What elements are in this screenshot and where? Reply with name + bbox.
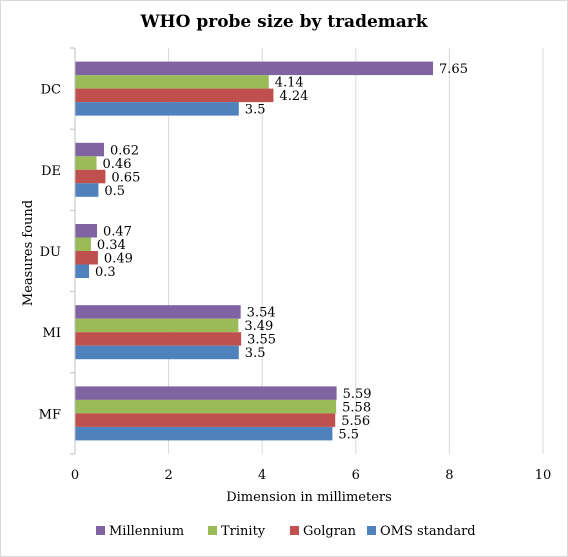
bar-mi-trinity — [75, 318, 239, 333]
x-tick-label-0: 0 — [71, 468, 79, 483]
legend-swatch-trinity — [208, 526, 217, 535]
bar-dc-trinity — [75, 75, 269, 89]
x-tick-label-3: 6 — [352, 468, 360, 483]
legend-label-millennium: Millennium — [109, 524, 184, 539]
bar-du-golgran — [75, 251, 98, 265]
y-axis-title: Measures found — [21, 200, 36, 306]
data-label-mf-millennium: 5.59 — [343, 387, 372, 402]
x-tick-label-1: 2 — [164, 468, 172, 483]
bar-dc-millennium — [75, 61, 434, 76]
legend: Millennium Trinity Golgran OMS standard — [96, 524, 476, 539]
legend-swatch-golgran — [290, 526, 299, 535]
bar-dc-golgran — [75, 88, 274, 103]
bar-mi-oms-standard — [75, 345, 239, 360]
category-label-de: DE — [41, 164, 61, 179]
data-label-du-trinity: 0.34 — [97, 238, 126, 253]
data-label-du-oms-standard: 0.3 — [95, 265, 116, 280]
bar-mi-golgran — [75, 332, 242, 346]
data-labels: 7.654.144.243.50.620.460.650.50.470.340.… — [95, 62, 468, 442]
bar-du-oms-standard — [75, 264, 90, 278]
bar-dc-oms-standard — [75, 102, 239, 116]
data-label-dc-oms-standard: 3.5 — [245, 103, 266, 118]
data-label-mi-trinity: 3.49 — [244, 319, 273, 334]
bar-mi-millennium — [75, 305, 241, 319]
data-label-mf-golgran: 5.56 — [341, 414, 370, 429]
bar-de-millennium — [75, 142, 105, 157]
data-label-mf-trinity: 5.58 — [342, 400, 371, 415]
legend-swatch-millennium — [96, 526, 105, 535]
category-label-du: DU — [40, 245, 61, 260]
x-tick-label-4: 8 — [445, 468, 453, 483]
category-label-mf: MF — [39, 407, 61, 422]
data-label-de-oms-standard: 0.5 — [104, 184, 125, 199]
legend-label-golgran: Golgran — [303, 524, 357, 539]
bar-mf-oms-standard — [75, 426, 333, 441]
data-label-dc-trinity: 4.14 — [275, 76, 304, 91]
x-tick-label-2: 4 — [258, 468, 266, 483]
legend-label-oms-standard: OMS standard — [380, 524, 476, 539]
bar-de-oms-standard — [75, 183, 99, 197]
data-label-dc-golgran: 4.24 — [279, 89, 308, 104]
data-label-du-golgran: 0.49 — [104, 252, 133, 267]
x-tick-label-5: 10 — [535, 468, 552, 483]
data-label-de-millennium: 0.62 — [110, 143, 139, 158]
legend-swatch-oms-standard — [367, 526, 376, 535]
bar-mf-trinity — [75, 399, 337, 414]
bar-mf-millennium — [75, 386, 337, 400]
axes: 0 2 4 6 8 10 DC DE DU MI MF — [39, 47, 552, 483]
data-label-mf-oms-standard: 5.5 — [338, 427, 359, 442]
bar-du-trinity — [75, 237, 91, 251]
data-label-mi-millennium: 3.54 — [247, 306, 276, 321]
data-label-de-golgran: 0.65 — [111, 170, 140, 185]
legend-label-trinity: Trinity — [221, 524, 266, 539]
bar-de-golgran — [75, 169, 106, 184]
data-label-du-millennium: 0.47 — [103, 225, 132, 240]
bar-du-millennium — [75, 224, 97, 238]
category-label-mi: MI — [43, 326, 61, 341]
bars — [75, 61, 434, 441]
category-label-dc: DC — [41, 83, 61, 98]
data-label-mi-golgran: 3.55 — [247, 333, 276, 348]
data-label-mi-oms-standard: 3.5 — [245, 346, 266, 361]
x-axis-title: Dimension in millimeters — [226, 490, 392, 505]
chart-title: WHO probe size by trademark — [139, 12, 428, 32]
bar-de-trinity — [75, 156, 97, 170]
data-label-dc-millennium: 7.65 — [439, 62, 468, 77]
data-label-de-trinity: 0.46 — [103, 157, 132, 172]
bar-mf-golgran — [75, 413, 336, 427]
